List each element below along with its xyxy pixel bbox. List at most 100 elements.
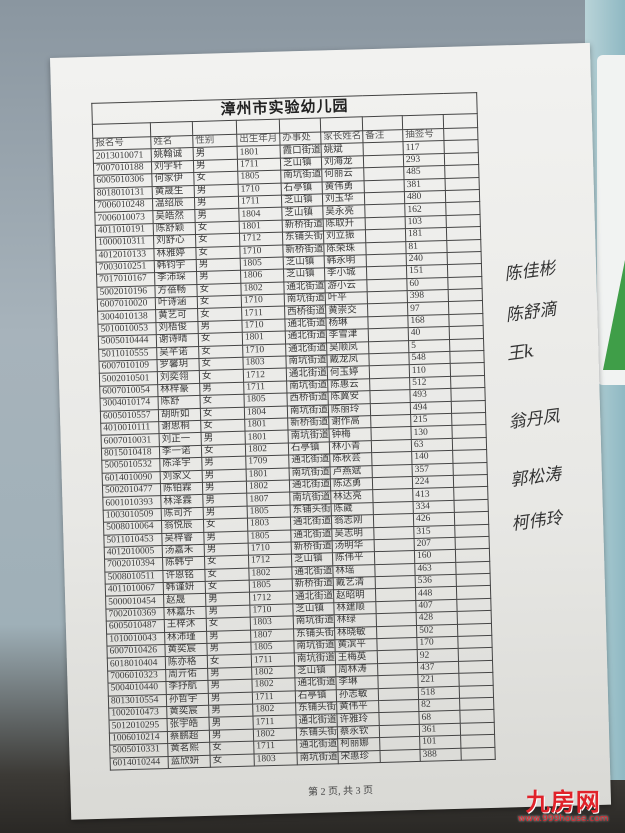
- district-office-cell: 石亭镇: [288, 441, 330, 456]
- registration-number-cell: 5008010064: [103, 520, 162, 535]
- registration-number-cell: 3004010174: [100, 396, 159, 411]
- lottery-number-cell: 103: [405, 215, 447, 229]
- child-name-cell: 刘奕翎: [157, 370, 200, 385]
- lottery-number-cell: 160: [414, 549, 456, 564]
- district-office-cell: 芝山镇: [283, 268, 325, 282]
- parent-name-cell: 李琳: [335, 675, 379, 690]
- lottery-number-cell: 493: [409, 388, 452, 403]
- lottery-number-cell: 548: [408, 351, 451, 366]
- parent-name-cell: 赵昭明: [333, 589, 376, 603]
- lottery-number-cell: 60: [406, 277, 449, 291]
- remarks-cell: [370, 426, 412, 441]
- parent-name-cell: 柯丽娜: [337, 737, 380, 752]
- parent-name-cell: 陈秋芸: [329, 452, 372, 467]
- parent-name-cell: 孙志敏: [336, 688, 379, 702]
- child-name-cell: 李沛琛: [154, 271, 197, 286]
- registration-number-cell: 7006010248: [94, 198, 153, 213]
- remarks-cell: [372, 476, 413, 490]
- registration-number-cell: 6014010244: [110, 756, 169, 771]
- registration-number-cell: 1006010214: [109, 731, 168, 746]
- district-office-cell: 东铺头街: [282, 231, 324, 245]
- remarks-cell: [372, 488, 414, 503]
- remarks-cell: [366, 278, 408, 292]
- parent-name-cell: 陈丽玲: [328, 403, 371, 417]
- remarks-cell: [367, 303, 408, 317]
- district-office-cell: 石亭镇: [295, 689, 337, 703]
- registration-number-cell: 4011010191: [95, 223, 154, 238]
- lottery-number-cell: 5: [408, 339, 450, 353]
- child-name-cell: 刘家义: [160, 469, 203, 484]
- district-office-cell: 通北街道: [291, 565, 334, 580]
- registration-number-cell: 7002010394: [104, 557, 163, 572]
- parent-name-cell: 戴艺清: [333, 576, 376, 591]
- remarks-cell: [364, 203, 406, 218]
- birth-month-cell: 1710: [239, 244, 284, 259]
- lottery-number-cell: 512: [409, 376, 451, 390]
- child-name-cell: 温绍辰: [152, 197, 195, 212]
- enrollment-table: 漳州市实验幼儿园 报名号 姓名 性别 出生年月 办事处 家长姓名 备注 抽签号 2013010…: [91, 92, 496, 771]
- registration-number-cell: 8015010418: [101, 446, 160, 461]
- extra-cell: [453, 486, 489, 501]
- birth-month-cell: 1805: [250, 640, 295, 655]
- gender-cell: 女: [210, 753, 255, 768]
- registration-number-cell: 2013010071: [93, 149, 152, 164]
- remarks-cell: [366, 253, 407, 268]
- lottery-number-cell: 413: [412, 487, 455, 502]
- lottery-number-cell: 221: [417, 673, 460, 688]
- parent-name-cell: 李雪津: [326, 328, 369, 343]
- extra-cell: [450, 375, 485, 389]
- registration-number-cell: 7006010323: [107, 669, 166, 684]
- remarks-cell: [378, 687, 419, 701]
- parent-name-cell: 钟梅: [328, 428, 372, 442]
- parent-name-cell: 宋惠珍: [337, 750, 381, 764]
- child-name-cell: 韩谨妍: [163, 581, 206, 595]
- registration-number-cell: 5002010196: [96, 285, 156, 300]
- child-name-cell: 陈泽宇: [159, 457, 203, 472]
- extra-cell: [453, 474, 488, 488]
- registration-number-cell: 6005010557: [100, 409, 159, 424]
- parent-name-cell: 陈取升: [323, 217, 366, 232]
- extra-cell: [459, 684, 494, 699]
- remarks-cell: [365, 241, 407, 255]
- parent-name-cell: 林瑶: [332, 564, 376, 578]
- remarks-cell: [371, 451, 412, 466]
- parent-name-cell: 陈冀安: [327, 390, 371, 405]
- birth-month-cell: 1804: [244, 405, 288, 420]
- extra-cell: [452, 462, 488, 476]
- remarks-cell: [379, 736, 420, 751]
- child-name-cell: 孙哲宇: [166, 692, 209, 707]
- extra-cell: [459, 709, 495, 724]
- extra-cell: [457, 635, 493, 649]
- district-office-cell: 芝山镇: [291, 553, 333, 567]
- extra-cell: [447, 263, 482, 278]
- parent-name-cell: 陈惠云: [327, 378, 370, 393]
- extra-cell: [460, 734, 496, 748]
- extra-cell: [445, 177, 480, 191]
- district-office-cell: 通北街道: [286, 367, 328, 381]
- district-office-cell: 东铺头街: [295, 701, 337, 716]
- district-office-cell: 南坑街道: [287, 404, 329, 418]
- remarks-cell: [364, 191, 405, 206]
- district-office-cell: 通北街道: [288, 454, 331, 468]
- registration-number-cell: 1003010509: [103, 508, 162, 523]
- district-office-cell: 通北街道: [284, 317, 327, 332]
- extra-cell: [448, 288, 483, 302]
- posted-paper: 漳州市实验幼儿园 报名号 姓名 性别 出生年月 办事处 家长姓名 备注 抽签号 2013010…: [50, 42, 612, 820]
- lottery-number-cell: 480: [404, 190, 446, 204]
- child-name-cell: 何家伊: [151, 172, 195, 187]
- column-header: 出生年月: [236, 133, 281, 147]
- parent-name-cell: 黄滨平: [334, 638, 378, 653]
- district-office-cell: 通北街道: [285, 330, 327, 344]
- parent-name-cell: 何丽云: [321, 167, 365, 182]
- registration-number-cell: 1010010043: [106, 632, 165, 647]
- registration-number-cell: 6007010109: [98, 359, 158, 374]
- child-name-cell: 黄晟生: [152, 185, 195, 199]
- extra-cell: [449, 338, 484, 352]
- remarks-cell: [373, 501, 414, 515]
- parent-name-cell: 林绿: [334, 613, 377, 628]
- remarks-cell: [379, 724, 420, 738]
- district-office-cell: 通北街道: [290, 515, 332, 530]
- parent-name-cell: 谢作高: [328, 415, 371, 430]
- birth-month-cell: 1802: [245, 442, 289, 457]
- parent-name-cell: 卢燕斌: [330, 465, 373, 479]
